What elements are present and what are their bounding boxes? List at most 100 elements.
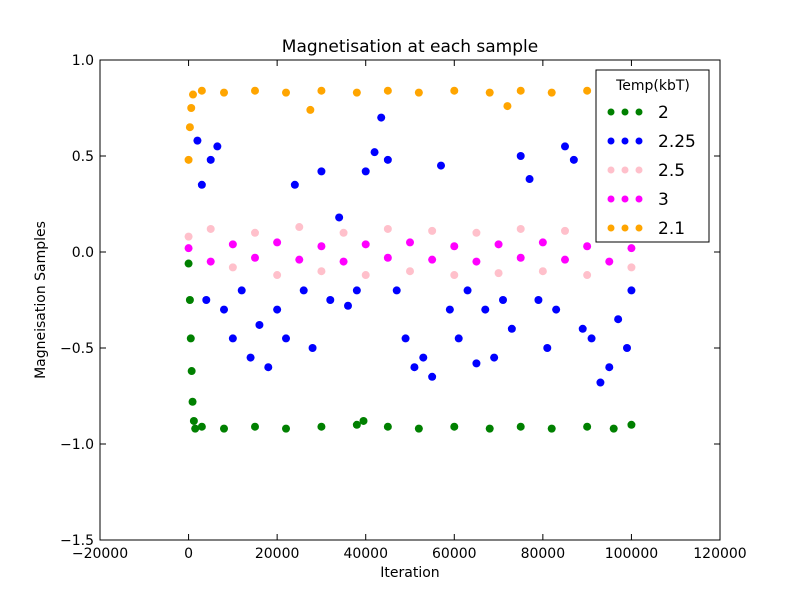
data-point <box>187 367 196 376</box>
legend-label: 2.1 <box>658 219 685 239</box>
legend-marker <box>607 166 615 174</box>
legend-box <box>595 69 710 243</box>
legend-marker <box>635 195 643 203</box>
y-tick-label: 1.0 <box>72 53 94 69</box>
data-point <box>383 155 392 164</box>
data-point <box>370 148 379 157</box>
legend-marker <box>607 137 615 145</box>
data-point <box>583 242 592 251</box>
data-point <box>206 257 215 266</box>
data-point <box>228 334 237 343</box>
data-point <box>206 224 215 233</box>
plot-frame <box>99 59 721 541</box>
data-point <box>627 263 636 272</box>
data-point <box>627 286 636 295</box>
data-point <box>188 397 197 406</box>
data-point <box>264 363 273 372</box>
series-2.25 <box>193 113 636 387</box>
data-point <box>414 424 423 433</box>
data-point <box>237 286 246 295</box>
x-tick-label: 20000 <box>255 546 300 562</box>
data-point <box>419 353 428 362</box>
data-point <box>583 86 592 95</box>
data-point <box>290 180 299 189</box>
legend-label: 3 <box>658 190 669 210</box>
data-point <box>410 363 419 372</box>
data-point <box>213 142 222 151</box>
data-point <box>485 424 494 433</box>
data-point <box>352 88 361 97</box>
data-point <box>596 378 605 387</box>
data-point <box>197 180 206 189</box>
legend: Temp(kbT) 2 2.25 2.5 3 2.1 <box>595 69 710 243</box>
x-tick-label: 80000 <box>521 546 566 562</box>
data-point <box>561 142 569 151</box>
data-point <box>605 257 614 266</box>
data-point <box>251 422 259 431</box>
data-point <box>189 90 197 99</box>
data-point <box>516 422 525 431</box>
data-point <box>295 255 304 264</box>
data-point <box>317 242 326 251</box>
y-axis-ticks: −1.5 −1.0 −0.5 0.0 0.5 1.0 <box>60 53 720 549</box>
data-point <box>569 155 578 164</box>
data-point <box>255 320 264 329</box>
data-point <box>251 253 259 262</box>
data-point <box>317 167 326 176</box>
legend-marker <box>635 224 643 232</box>
x-tick-label: 120000 <box>693 546 746 562</box>
data-point <box>228 240 237 249</box>
data-point <box>185 296 194 304</box>
data-point <box>282 88 290 97</box>
legend-marker <box>621 137 629 145</box>
data-point <box>494 269 503 278</box>
data-point <box>485 88 494 97</box>
legend-title: Temp(kbT) <box>615 78 690 94</box>
data-point <box>414 88 423 97</box>
data-point <box>538 267 547 276</box>
data-point <box>273 271 282 280</box>
data-point <box>228 263 237 272</box>
y-axis-label: Magneisation Samples <box>33 221 49 379</box>
legend-marker <box>607 224 615 232</box>
x-tick-label: 0 <box>184 546 193 562</box>
data-point <box>507 324 516 333</box>
data-point <box>627 420 636 429</box>
data-point <box>609 424 618 433</box>
data-point <box>191 424 200 433</box>
legend-marker <box>621 224 629 232</box>
series-2.5 <box>184 223 636 280</box>
data-point <box>202 296 211 304</box>
data-point <box>339 257 348 266</box>
data-point <box>187 104 196 112</box>
x-tick-label: 60000 <box>432 546 477 562</box>
x-tick-label: 40000 <box>343 546 388 562</box>
data-point <box>184 155 193 164</box>
data-point <box>561 255 569 264</box>
data-point <box>450 422 459 431</box>
data-point <box>186 334 195 343</box>
data-point <box>627 244 636 253</box>
data-point <box>538 238 547 247</box>
data-point <box>361 271 370 280</box>
data-point <box>308 344 317 352</box>
data-point <box>614 315 623 324</box>
y-tick-label: 0.5 <box>72 149 94 165</box>
legend-item: 2 <box>607 103 669 123</box>
data-point <box>282 334 290 343</box>
data-point <box>273 305 282 314</box>
legend-marker <box>607 195 615 203</box>
data-point <box>383 86 392 95</box>
series-2 <box>184 259 636 433</box>
data-point <box>450 242 459 251</box>
data-point <box>516 253 525 262</box>
data-point <box>401 334 410 343</box>
series-3 <box>184 238 636 266</box>
data-point <box>185 123 194 132</box>
data-point <box>299 286 308 295</box>
x-tick-label: −20000 <box>72 546 128 562</box>
data-point <box>543 344 552 352</box>
data-point <box>361 167 370 176</box>
data-point <box>392 286 401 295</box>
